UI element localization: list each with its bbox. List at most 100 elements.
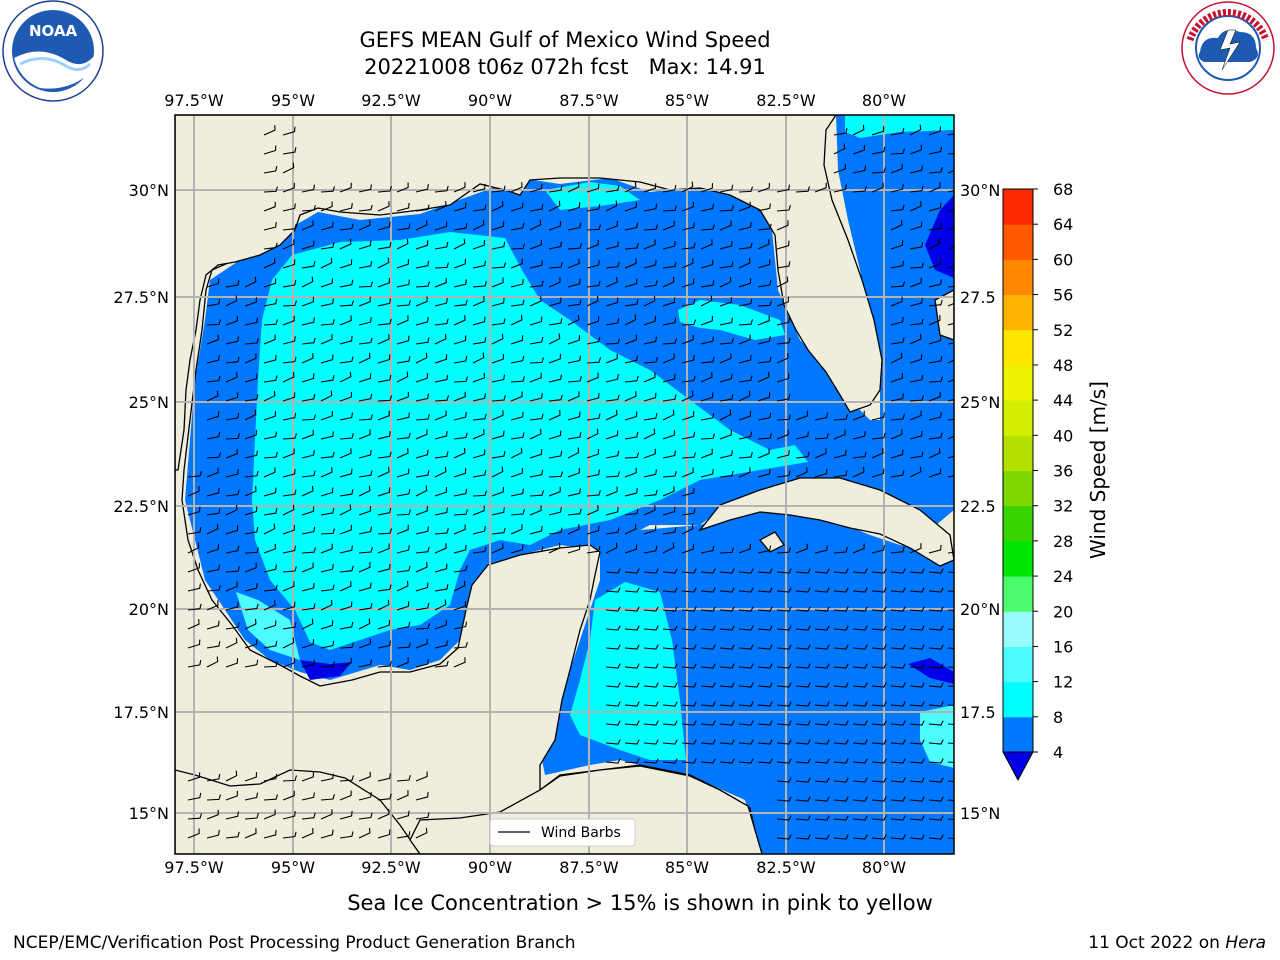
wind-barb (643, 568, 659, 574)
wind-barb (548, 353, 561, 364)
wind-barb (415, 505, 428, 516)
wind-barb (206, 585, 221, 592)
wind-barb (206, 830, 220, 839)
wind-barb (415, 602, 430, 611)
wind-barb (263, 390, 276, 402)
wind-barb (947, 647, 954, 650)
wind-barb (529, 357, 545, 364)
wind-barb (757, 300, 773, 307)
wind-barb (890, 373, 904, 383)
wind-barb (453, 657, 466, 668)
colorbar-segment (1003, 329, 1033, 366)
wind-barb (890, 337, 905, 345)
wind-barb (681, 467, 694, 478)
wind-barb (776, 240, 790, 250)
wind-barb (662, 542, 675, 554)
wind-barb (605, 277, 618, 288)
wind-barb (320, 242, 335, 250)
wind-barb (377, 543, 390, 554)
wind-barb (890, 739, 906, 745)
wind-barb (890, 777, 906, 783)
wind-barb (871, 182, 884, 193)
wind-barb (491, 185, 506, 193)
yucatan-cyan (570, 582, 686, 760)
wind-barb (491, 410, 504, 421)
lat-ticks-right: 30°N 27.5 25°N 22.5 20°N 17.5 15°N (960, 181, 1000, 823)
wind-barb (890, 414, 905, 421)
wind-barb (700, 545, 715, 554)
noaa-logo-text: NOAA (29, 22, 78, 40)
wind-barb (624, 663, 640, 669)
wind-barb (187, 772, 201, 782)
wind-barb (757, 356, 772, 364)
wind-barb (662, 486, 675, 497)
wind-barb (833, 777, 849, 783)
wind-barb (605, 317, 620, 326)
lon-tick: 87.5°W (559, 91, 619, 110)
wind-barb (453, 580, 466, 592)
wind-barb (776, 663, 792, 669)
wind-barb (567, 258, 580, 269)
wind-barb (605, 430, 619, 440)
wind-barb (320, 186, 336, 193)
wind-barb (453, 279, 467, 288)
wind-barb (263, 186, 279, 193)
wind-barb (909, 451, 924, 459)
lon-ticks-top: 97.5°W 95°W 92.5°W 90°W 87.5°W 85°W 82.5… (164, 91, 906, 110)
wind-barb (358, 526, 373, 535)
caribbean-cyan (920, 705, 954, 768)
wind-barb (339, 412, 354, 421)
wind-barb (928, 202, 942, 212)
wind-barb (719, 644, 735, 650)
wind-barb (225, 770, 238, 782)
wind-barb (586, 260, 600, 269)
wind-barb (244, 486, 257, 497)
lon-tick: 92.5°W (361, 858, 421, 877)
wind-barb (738, 543, 751, 554)
colorbar-tick-label: 60 (1053, 250, 1073, 269)
colorbar-under-arrow (1002, 751, 1034, 782)
wind-barb (814, 468, 828, 478)
wind-barb (928, 815, 944, 821)
wind-barb (738, 222, 752, 231)
wind-barb (244, 772, 258, 782)
wind-barb (700, 663, 716, 669)
wind-barb (206, 411, 220, 421)
lon-tick: 80°W (862, 91, 906, 110)
wind-barb (814, 796, 830, 802)
wind-barb (776, 568, 792, 574)
wind-barb (738, 186, 754, 193)
wind-barb (814, 834, 830, 840)
wind-barb (605, 471, 621, 478)
wind-barb (605, 200, 618, 212)
wind-barb (396, 259, 410, 269)
wind-barb (738, 242, 753, 250)
wind-barb (586, 413, 601, 421)
lat-tick: 22.5 (960, 497, 996, 516)
lon-tick: 90°W (468, 91, 512, 110)
wind-barb (263, 487, 277, 497)
wind-barb (624, 391, 637, 402)
wind-barb (757, 587, 773, 593)
colorbar-segment (1003, 189, 1033, 225)
wind-barb (643, 606, 659, 612)
wind-barb (415, 260, 430, 269)
wind-barb (624, 508, 639, 516)
wind-barb (681, 258, 694, 269)
wind-barb (909, 701, 925, 707)
wind-barb (947, 418, 954, 421)
wind-barb (339, 315, 352, 326)
wind-barb (757, 315, 770, 326)
wind-barb (662, 587, 678, 593)
wind-barb (491, 486, 504, 497)
wind-barb (339, 775, 355, 782)
wind-barb (263, 375, 278, 383)
wind-barb (681, 411, 695, 421)
wind-barb (377, 466, 390, 478)
wind-barb (776, 220, 789, 231)
graticule (175, 115, 954, 854)
wind-barb (814, 625, 830, 631)
colorbar-tick-label: 48 (1053, 356, 1073, 375)
wind-barb (871, 167, 887, 174)
wind-barb (339, 279, 354, 288)
